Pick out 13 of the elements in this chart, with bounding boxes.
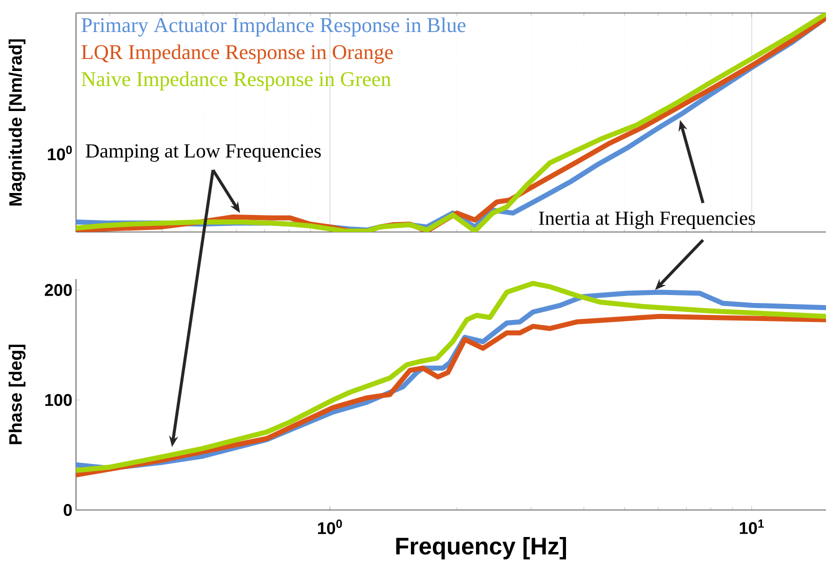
y-tick-label: 200: [44, 284, 72, 296]
text: 10$^{0}$: [48, 146, 72, 160]
y-axis-title: Phase [deg]: [8, 344, 26, 444]
text: Primary Actuator Impdance Response in Blue: [82, 17, 466, 37]
text: Naive Impedance Response in Green: [82, 71, 391, 90]
text: LQR Impedance Response in Orange: [82, 44, 393, 64]
y-tick-label: 100: [45, 394, 72, 406]
y-tick-label: 0: [64, 504, 72, 516]
y-axis-title: Magnitude [Nm/rad]: [8, 39, 26, 206]
x-tick-label: 10$^{1}$: [740, 520, 764, 534]
x-axis-title: Frequency [Hz]: [396, 537, 566, 560]
annotation: Inertia at High Frequencies: [538, 210, 755, 230]
annotation: Damping at Low Frequencies: [86, 144, 321, 162]
